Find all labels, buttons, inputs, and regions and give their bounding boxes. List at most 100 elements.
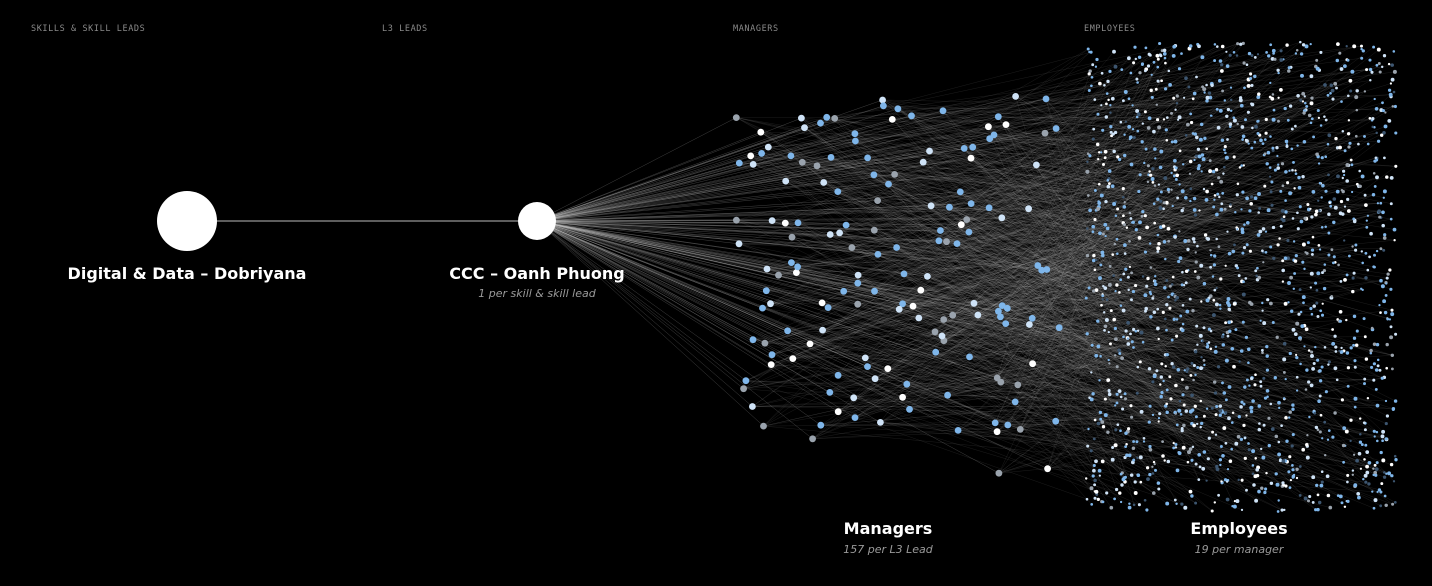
employee-dot[interactable] bbox=[1323, 115, 1326, 118]
employee-dot[interactable] bbox=[1132, 61, 1136, 65]
employee-dot[interactable] bbox=[1113, 337, 1118, 342]
employee-dot[interactable] bbox=[1327, 173, 1330, 177]
employee-dot[interactable] bbox=[1383, 310, 1388, 315]
employee-dot[interactable] bbox=[1099, 417, 1103, 421]
employee-dot[interactable] bbox=[1288, 410, 1292, 414]
employee-dot[interactable] bbox=[1264, 117, 1268, 122]
employee-dot[interactable] bbox=[1341, 176, 1344, 180]
employee-dot[interactable] bbox=[1282, 357, 1287, 362]
employee-dot[interactable] bbox=[1184, 409, 1189, 413]
employee-dot[interactable] bbox=[1107, 330, 1110, 334]
employee-dot[interactable] bbox=[1107, 169, 1112, 173]
employee-dot[interactable] bbox=[1261, 142, 1265, 145]
employee-dot[interactable] bbox=[1217, 245, 1221, 249]
manager-dot[interactable] bbox=[767, 361, 775, 368]
employee-dot[interactable] bbox=[1256, 233, 1261, 237]
employee-dot[interactable] bbox=[1109, 342, 1112, 346]
employee-dot[interactable] bbox=[1223, 148, 1226, 152]
employee-dot[interactable] bbox=[1345, 318, 1348, 322]
employee-dot[interactable] bbox=[1372, 467, 1375, 470]
employee-dot[interactable] bbox=[1305, 455, 1310, 460]
employee-dot[interactable] bbox=[1180, 283, 1184, 287]
employee-dot[interactable] bbox=[1293, 259, 1298, 263]
employee-dot[interactable] bbox=[1223, 207, 1227, 211]
employee-dot[interactable] bbox=[1190, 120, 1194, 125]
employee-dot[interactable] bbox=[1174, 108, 1177, 111]
employee-dot[interactable] bbox=[1381, 223, 1385, 228]
employee-dot[interactable] bbox=[1327, 212, 1331, 216]
employee-dot[interactable] bbox=[1191, 237, 1196, 241]
employee-dot[interactable] bbox=[1259, 380, 1263, 384]
employee-dot[interactable] bbox=[1109, 104, 1112, 107]
employee-dot[interactable] bbox=[1277, 400, 1281, 405]
employee-dot[interactable] bbox=[1184, 269, 1189, 273]
employee-dot[interactable] bbox=[1381, 210, 1385, 215]
employee-dot[interactable] bbox=[1215, 467, 1220, 472]
employee-dot[interactable] bbox=[1277, 119, 1280, 123]
employee-dot[interactable] bbox=[1385, 342, 1389, 347]
employee-dot[interactable] bbox=[1348, 141, 1352, 145]
employee-dot[interactable] bbox=[1382, 130, 1386, 135]
employee-dot[interactable] bbox=[1372, 362, 1377, 366]
employee-dot[interactable] bbox=[1209, 329, 1213, 333]
employee-dot[interactable] bbox=[1096, 421, 1101, 426]
employee-dot[interactable] bbox=[1270, 96, 1275, 101]
employee-dot[interactable] bbox=[1220, 63, 1224, 67]
employee-dot[interactable] bbox=[1126, 337, 1130, 340]
employee-dot[interactable] bbox=[1282, 370, 1286, 374]
employee-dot[interactable] bbox=[1200, 421, 1204, 426]
employee-dot[interactable] bbox=[1189, 112, 1193, 116]
employee-dot[interactable] bbox=[1380, 65, 1384, 69]
employee-dot[interactable] bbox=[1320, 470, 1324, 473]
employee-dot[interactable] bbox=[1384, 399, 1388, 403]
employee-dot[interactable] bbox=[1341, 189, 1345, 194]
employee-dot[interactable] bbox=[1107, 392, 1112, 397]
employee-dot[interactable] bbox=[1383, 124, 1388, 129]
employee-dot[interactable] bbox=[1209, 265, 1213, 269]
employee-dot[interactable] bbox=[1363, 377, 1367, 381]
employee-dot[interactable] bbox=[1178, 183, 1181, 186]
employee-dot[interactable] bbox=[1193, 132, 1197, 136]
employee-dot[interactable] bbox=[1377, 209, 1382, 214]
employee-dot[interactable] bbox=[1255, 473, 1260, 478]
employee-dot[interactable] bbox=[1257, 404, 1262, 408]
employee-dot[interactable] bbox=[1332, 220, 1336, 225]
employee-dot[interactable] bbox=[1299, 52, 1304, 56]
employee-dot[interactable] bbox=[1390, 353, 1395, 358]
employee-dot[interactable] bbox=[1291, 217, 1295, 220]
employee-dot[interactable] bbox=[1205, 407, 1209, 410]
employee-dot[interactable] bbox=[1157, 487, 1161, 491]
employee-dot[interactable] bbox=[1211, 430, 1215, 434]
employee-dot[interactable] bbox=[1151, 465, 1154, 468]
employee-dot[interactable] bbox=[1362, 317, 1366, 321]
employee-dot[interactable] bbox=[1173, 139, 1178, 144]
employee-dot[interactable] bbox=[1168, 83, 1172, 87]
employee-dot[interactable] bbox=[1269, 135, 1272, 138]
employee-dot[interactable] bbox=[1371, 490, 1374, 493]
employee-dot[interactable] bbox=[1180, 378, 1184, 381]
employee-dot[interactable] bbox=[1117, 348, 1122, 353]
employee-dot[interactable] bbox=[1258, 422, 1261, 425]
employee-dot[interactable] bbox=[1097, 157, 1100, 161]
employee-dot[interactable] bbox=[1227, 307, 1231, 312]
employee-dot[interactable] bbox=[1310, 215, 1314, 219]
employee-dot[interactable] bbox=[1243, 385, 1247, 389]
employee-dot[interactable] bbox=[1091, 63, 1095, 67]
employee-dot[interactable] bbox=[1216, 192, 1220, 196]
employee-dot[interactable] bbox=[1242, 280, 1245, 284]
employee-dot[interactable] bbox=[1137, 236, 1142, 240]
employee-dot[interactable] bbox=[1211, 313, 1216, 318]
employee-dot[interactable] bbox=[1323, 420, 1327, 424]
employee-dot[interactable] bbox=[1113, 242, 1117, 246]
employee-dot[interactable] bbox=[1205, 298, 1210, 303]
employee-dot[interactable] bbox=[1309, 383, 1314, 388]
employee-dot[interactable] bbox=[1172, 446, 1176, 450]
employee-dot[interactable] bbox=[1374, 473, 1378, 477]
employee-dot[interactable] bbox=[1127, 97, 1131, 101]
employee-dot[interactable] bbox=[1240, 125, 1245, 129]
manager-dot[interactable] bbox=[985, 123, 992, 131]
employee-dot[interactable] bbox=[1093, 496, 1097, 500]
employee-dot[interactable] bbox=[1147, 116, 1152, 121]
employee-dot[interactable] bbox=[1244, 277, 1248, 280]
employee-dot[interactable] bbox=[1128, 502, 1131, 505]
